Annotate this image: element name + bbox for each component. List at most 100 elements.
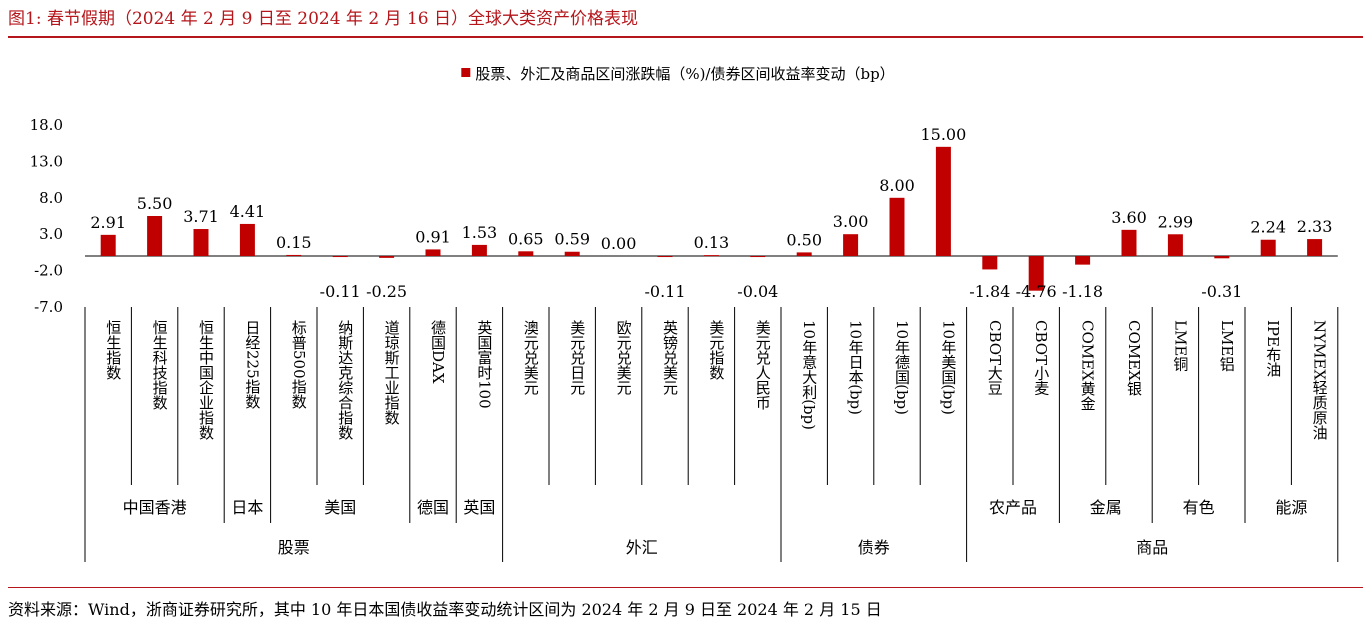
y-tick-label: 8.0 (39, 189, 63, 207)
value-label: -1.18 (1062, 282, 1103, 301)
source-note: 资料来源：Wind，浙商证券研究所，其中 10 年日本国债收益率变动统计区间为 … (8, 600, 882, 619)
group-label-l2: 股票 (278, 538, 310, 557)
source-rule (8, 587, 1363, 588)
category-label: 英国富时100 (475, 319, 493, 408)
bar (193, 229, 209, 257)
bar (1214, 256, 1230, 259)
legend-swatch (461, 68, 471, 77)
value-label: 3.71 (183, 207, 219, 226)
category-label: 恒生指数 (104, 320, 122, 380)
value-label: -0.04 (737, 282, 778, 301)
bar (379, 256, 395, 258)
category-label: 德国DAX (429, 319, 447, 384)
category-label: 10年德国(bp) (893, 320, 911, 415)
category-label: 恒生中国企业指数 (197, 320, 215, 440)
value-label: 15.00 (920, 125, 966, 144)
group-label-l2: 外汇 (626, 538, 658, 557)
value-label: -0.31 (1201, 282, 1242, 301)
category-label: COMEX黄金 (1079, 320, 1097, 411)
group-label-l1: 英国 (463, 498, 495, 517)
legend-label: 股票、外汇及商品区间涨跌幅（%)/债券区间收益率变动（bp） (475, 65, 894, 83)
group-label-l1: 农产品 (989, 498, 1037, 517)
category-label: 美元兑人民币 (754, 320, 772, 410)
group-label-l1: 日本 (231, 498, 263, 517)
bar (332, 256, 348, 258)
bar (518, 251, 534, 257)
category-label: LME铜 (1171, 320, 1189, 372)
bar (564, 251, 580, 257)
bar (889, 197, 905, 257)
bar (657, 256, 673, 258)
bar (843, 234, 859, 257)
category-label: NYMEX轻质原油 (1311, 320, 1329, 440)
category-label: CBOT小麦 (1032, 320, 1050, 395)
value-label: -0.25 (366, 282, 407, 301)
value-label: -0.11 (320, 282, 361, 301)
y-tick-label: 18.0 (30, 116, 63, 134)
value-label: 3.60 (1111, 208, 1147, 227)
bar (1075, 256, 1091, 265)
value-label: 0.65 (508, 229, 544, 248)
y-tick-label: -2.0 (34, 262, 63, 280)
group-label-l2: 商品 (1136, 538, 1168, 557)
category-label: 恒生科技指数 (151, 320, 169, 410)
value-label: 0.59 (554, 230, 590, 249)
value-label: 2.24 (1250, 218, 1286, 237)
bar (100, 234, 116, 257)
group-label-l1: 金属 (1090, 498, 1122, 517)
bar (1121, 229, 1137, 257)
category-label: IPE布油 (1264, 320, 1282, 377)
value-label: -4.76 (1016, 282, 1057, 301)
group-label-l2: 债券 (858, 538, 890, 557)
category-label: 日经225指数 (243, 320, 261, 409)
value-label: 2.99 (1158, 212, 1194, 231)
bar (1307, 239, 1323, 257)
value-label: 0.91 (415, 227, 451, 246)
bar (982, 256, 998, 270)
value-label: 1.53 (462, 223, 498, 242)
group-label-l1: 德国 (417, 498, 449, 517)
category-label: 美元指数 (707, 320, 725, 380)
bar (286, 254, 302, 257)
category-label: COMEX银 (1125, 320, 1143, 396)
value-label: 0.13 (694, 233, 730, 252)
category-label: 美元兑日元 (568, 320, 586, 396)
group-label-l1: 有色 (1183, 498, 1215, 517)
category-label: 10年美国(bp) (939, 320, 957, 415)
bar (796, 252, 812, 257)
category-label: 标普500指数 (290, 320, 308, 409)
bar (1260, 239, 1276, 257)
bar (935, 146, 951, 257)
value-label: 0.50 (786, 230, 822, 249)
category-label: 道琼斯工业指数 (383, 320, 401, 425)
group-label-l1: 能源 (1275, 498, 1307, 517)
value-label: 2.91 (90, 213, 126, 232)
bar (471, 244, 487, 257)
value-label: 3.00 (833, 212, 869, 231)
value-label: 2.33 (1297, 217, 1333, 236)
group-label-l1: 中国香港 (123, 498, 187, 517)
bar (425, 249, 441, 257)
category-label: 英镑兑美元 (661, 319, 679, 396)
figure-title: 图1: 春节假期（2024 年 2 月 9 日至 2024 年 2 月 16 日… (8, 9, 638, 29)
bar (750, 256, 766, 258)
bar-chart: 股票、外汇及商品区间涨跌幅（%)/债券区间收益率变动（bp） 18.0 13.0 8.… (30, 65, 1339, 562)
value-label: 4.41 (230, 202, 266, 221)
bar (1167, 234, 1183, 257)
y-tick-label: -7.0 (34, 298, 63, 316)
category-label: 欧元兑美元 (615, 320, 633, 396)
bar (703, 255, 719, 257)
category-label: 10年意大利(bp) (800, 320, 818, 430)
value-label: 5.50 (137, 194, 173, 213)
y-tick-label: 13.0 (30, 152, 63, 170)
y-tick-label: 3.0 (39, 225, 63, 243)
title-rule (8, 36, 1363, 38)
category-label: 10年日本(bp) (847, 320, 865, 415)
bar (239, 223, 255, 257)
group-label-l1: 美国 (324, 498, 356, 517)
value-label: 8.00 (879, 176, 915, 195)
category-label: 澳元兑美元 (522, 320, 540, 396)
category-label: 纳斯达克综合指数 (336, 320, 354, 440)
value-label: -0.11 (644, 282, 685, 301)
value-label: 0.00 (601, 234, 637, 253)
